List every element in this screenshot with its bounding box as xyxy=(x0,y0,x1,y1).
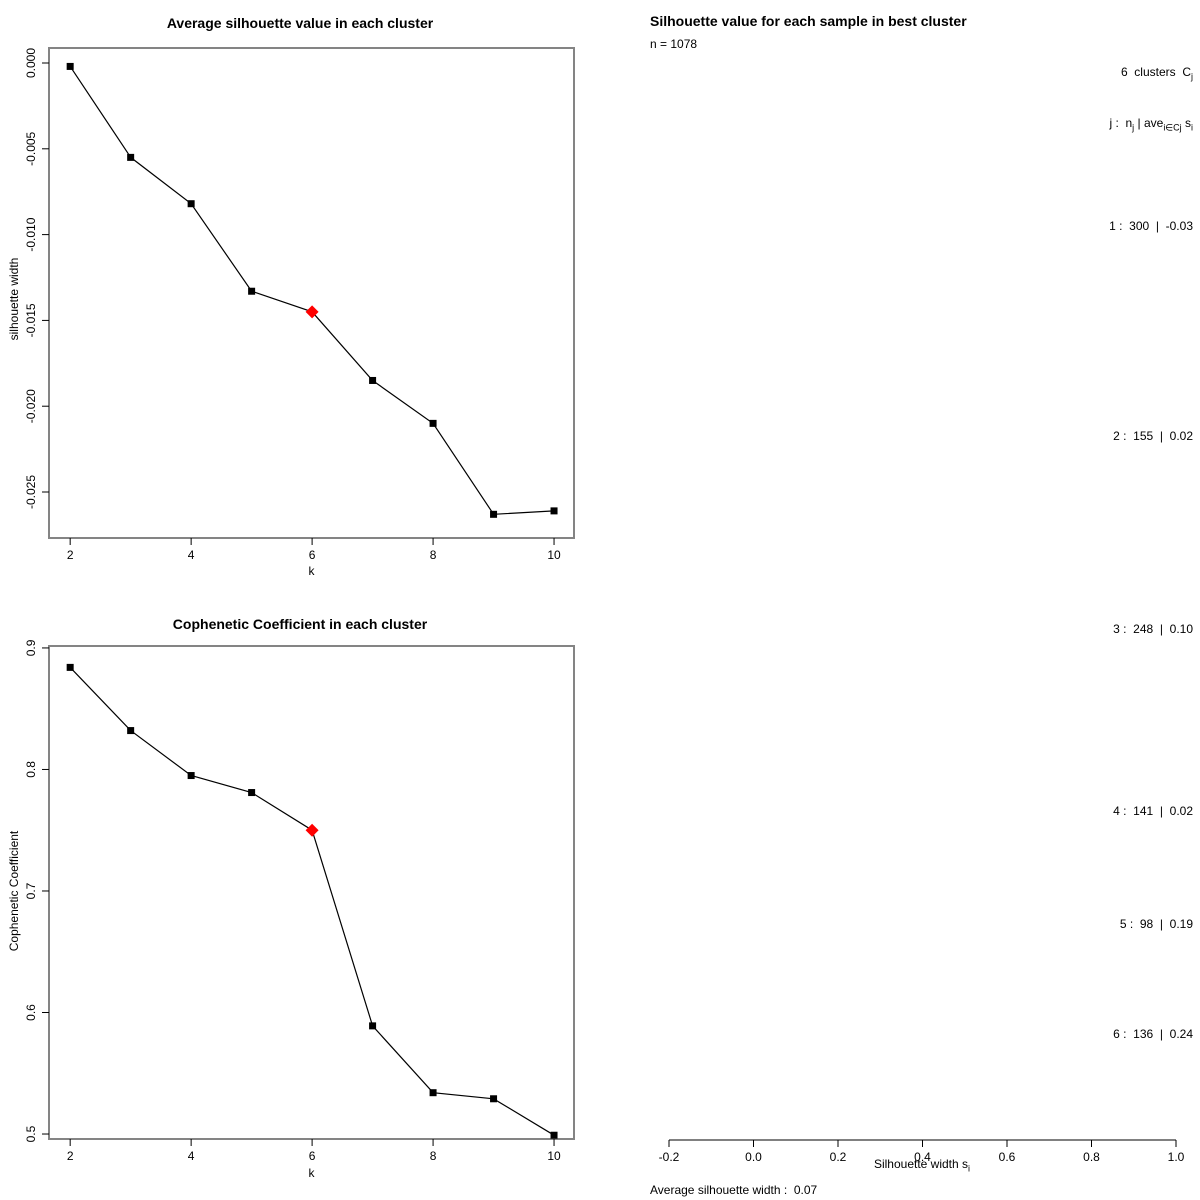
cluster-row: 1 : 300 | -0.03 xyxy=(1109,219,1193,233)
data-point-marker xyxy=(127,153,135,161)
x-tick-label: 0.0 xyxy=(745,1150,762,1164)
x-tick-label: 0.4 xyxy=(914,1150,931,1164)
x-tick-label: 8 xyxy=(430,1149,437,1163)
cophenetic-title: Cophenetic Coefficient in each cluster xyxy=(172,616,428,632)
x-tick-label: 2 xyxy=(67,1149,74,1163)
series-line xyxy=(69,666,555,1136)
silhouette-xlabel: Silhouette width si xyxy=(873,1157,971,1174)
avg-silhouette-title: Average silhouette value in each cluster xyxy=(166,15,434,31)
data-point-marker xyxy=(66,62,74,70)
x-tick-label: 2 xyxy=(67,548,74,562)
plot-box xyxy=(48,645,575,1140)
silhouette-sample-plot: -0.2 0.0 0.2 0.4 0.6 0.8 1.0 xyxy=(659,1139,1185,1164)
cophenetic-ylabel: Cophenetic Coefficient xyxy=(7,830,21,952)
cluster-count-header: 6 clusters Cj j : nj | avei∈Cj si xyxy=(1109,30,1193,149)
cluster-row: 6 : 136 | 0.24 xyxy=(1113,1027,1193,1041)
y-tick-label: -0.005 xyxy=(24,131,38,165)
y-tick-label: -0.010 xyxy=(24,217,38,251)
x-tick-label: 6 xyxy=(309,1149,316,1163)
plot-box xyxy=(48,47,575,539)
y-tick-label: -0.015 xyxy=(24,303,38,337)
x-tick-label: 4 xyxy=(188,548,195,562)
data-point-marker xyxy=(490,1095,498,1103)
x-tick-label: 0.2 xyxy=(830,1150,847,1164)
y-tick-label: 0.000 xyxy=(24,48,38,78)
highlight-diamond-marker xyxy=(305,823,319,837)
cophenetic-xlabel: k xyxy=(308,1166,315,1180)
data-point-marker xyxy=(187,772,195,780)
data-point-marker xyxy=(369,376,377,384)
data-point-marker xyxy=(127,727,135,735)
x-tick-label: 6 xyxy=(309,548,316,562)
series-line xyxy=(69,66,555,515)
y-tick-label: 0.6 xyxy=(24,1004,38,1021)
avg-silhouette-ylabel: silhouette width xyxy=(7,257,21,341)
data-point-marker xyxy=(248,287,256,295)
y-tick-label: 0.9 xyxy=(24,639,38,656)
cluster-row: 5 : 98 | 0.19 xyxy=(1119,917,1193,931)
data-point-marker xyxy=(66,663,74,671)
y-tick-label: 0.5 xyxy=(24,1125,38,1142)
avg-silhouette-xlabel: k xyxy=(308,564,315,578)
data-point-marker xyxy=(369,1022,377,1030)
x-tick-label: 10 xyxy=(547,548,561,562)
x-tick-label: 0.8 xyxy=(1083,1150,1100,1164)
data-point-marker xyxy=(429,1089,437,1097)
y-tick-label: -0.020 xyxy=(24,389,38,423)
x-tick-label: -0.2 xyxy=(659,1150,680,1164)
data-point-marker xyxy=(490,510,498,518)
data-point-marker xyxy=(550,507,558,515)
x-tick-label: 8 xyxy=(430,548,437,562)
cluster-header-line2: j : nj | avei∈Cj si xyxy=(1109,116,1193,133)
cophenetic-plot: 2 4 6 8 10 0.5 0.6 0.7 0.8 0.9 xyxy=(24,639,575,1163)
data-point-marker xyxy=(248,789,256,797)
avg-silhouette-plot: 2 4 6 8 10 0.000 -0.005 -0.010 -0.015 -0.020 -0.02… xyxy=(24,47,575,562)
cluster-row: 2 : 155 | 0.02 xyxy=(1113,429,1193,443)
y-tick-label: 0.7 xyxy=(24,882,38,899)
x-tick-label: 4 xyxy=(188,1149,195,1163)
x-tick-label: 1.0 xyxy=(1168,1150,1185,1164)
x-tick-label: 0.6 xyxy=(999,1150,1016,1164)
average-silhouette-width-label: Average silhouette width : 0.07 xyxy=(650,1183,818,1197)
cluster-row: 4 : 141 | 0.02 xyxy=(1113,804,1193,818)
highlight-diamond-marker xyxy=(305,305,319,319)
x-tick-label: 10 xyxy=(547,1149,561,1163)
data-point-marker xyxy=(550,1131,558,1139)
data-point-marker xyxy=(187,200,195,208)
y-tick-label: 0.8 xyxy=(24,761,38,778)
silhouette-title: Silhouette value for each sample in best… xyxy=(650,13,967,29)
y-tick-label: -0.025 xyxy=(24,475,38,509)
data-point-marker xyxy=(429,419,437,427)
sample-count-label: n = 1078 xyxy=(650,37,698,51)
cluster-header-line1: 6 clusters Cj xyxy=(1120,65,1193,82)
cluster-row: 3 : 248 | 0.10 xyxy=(1113,622,1193,636)
